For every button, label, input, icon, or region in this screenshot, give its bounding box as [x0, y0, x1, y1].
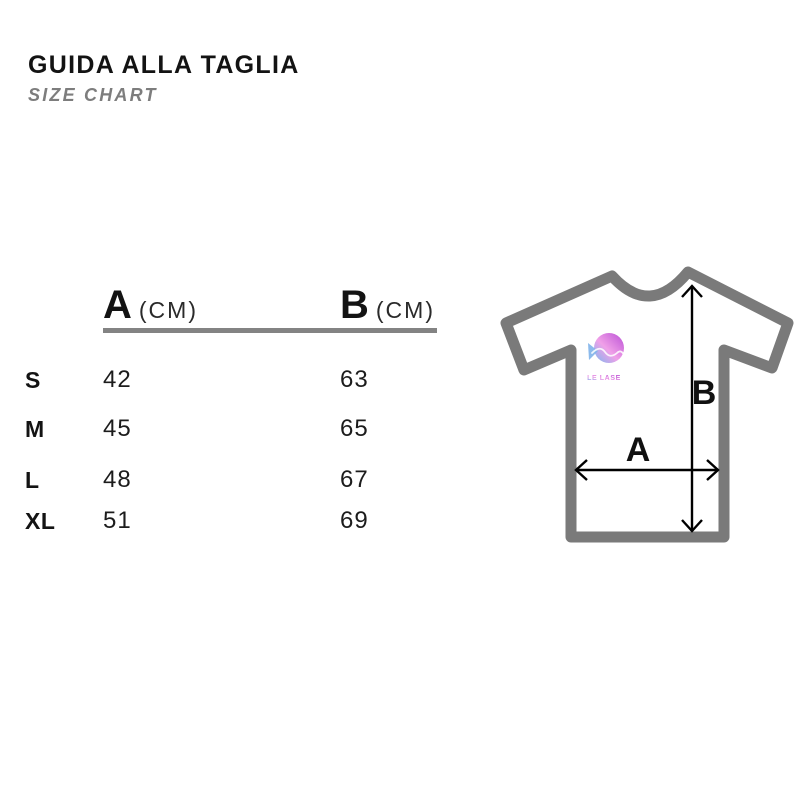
size-label-cell: XL [25, 508, 56, 534]
logo-mark-swirl [591, 347, 625, 357]
page-subtitle: SIZE CHART [28, 85, 158, 105]
size-label-cell: L [25, 467, 40, 493]
logo-mark [594, 333, 624, 363]
width-arrow-label: A [626, 431, 651, 469]
table-row: M 45 65 [25, 415, 445, 443]
page-title: GUIDA ALLA TAGLIA [28, 51, 300, 79]
column-a-unit: (CM) [138, 297, 198, 323]
column-header-a: A (CM) [103, 283, 198, 336]
width-arrow [574, 459, 720, 481]
width-value-cell: 42 [103, 366, 132, 393]
table-row: S 42 63 [25, 366, 445, 394]
table-header-divider [103, 328, 437, 333]
height-value-cell: 69 [340, 507, 369, 534]
column-b-letter: B [340, 283, 369, 327]
size-label-cell: M [25, 416, 45, 442]
brand-logo-text: LE LASE [587, 375, 621, 382]
brand-logo: LE LASE [587, 333, 625, 382]
width-value-cell: 48 [103, 466, 132, 493]
height-value-cell: 67 [340, 466, 369, 493]
table-row: L 48 67 [25, 466, 445, 494]
width-value-cell: 45 [103, 415, 132, 442]
column-b-unit: (CM) [375, 297, 435, 323]
table-row: XL 51 69 [25, 507, 445, 535]
page-header: GUIDA ALLA TAGLIA SIZE CHART [28, 50, 300, 106]
height-arrow-label: B [692, 374, 717, 412]
column-header-b: B (CM) [340, 283, 435, 336]
tshirt-outline [500, 266, 794, 543]
column-a-letter: A [103, 283, 132, 327]
size-table: A (CM) B (CM) S 42 63 M 45 65 L 48 67 XL 5… [25, 283, 445, 553]
size-label-cell: S [25, 367, 41, 393]
height-value-cell: 65 [340, 415, 369, 442]
height-arrow [681, 284, 703, 533]
height-value-cell: 63 [340, 366, 369, 393]
width-value-cell: 51 [103, 507, 132, 534]
